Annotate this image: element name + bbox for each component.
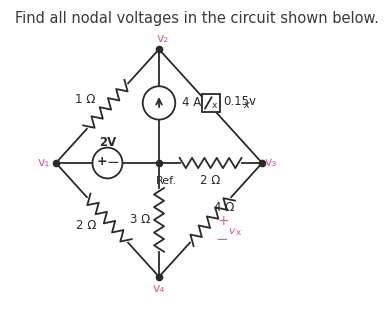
Text: v: v: [228, 226, 234, 236]
Text: +: +: [218, 215, 230, 229]
Text: x: x: [212, 101, 217, 110]
Text: v₂: v₂: [156, 33, 169, 46]
Text: 4 Ω: 4 Ω: [214, 200, 235, 214]
Text: 1 Ω: 1 Ω: [75, 93, 96, 106]
Text: −: −: [107, 155, 120, 170]
Text: −: −: [215, 232, 228, 247]
Text: 2V: 2V: [99, 136, 116, 149]
FancyBboxPatch shape: [201, 94, 220, 112]
Text: 2 Ω: 2 Ω: [76, 219, 97, 232]
Text: +: +: [97, 155, 107, 168]
Text: x: x: [235, 228, 240, 237]
Text: Find all nodal voltages in the circuit shown below.: Find all nodal voltages in the circuit s…: [15, 11, 379, 26]
Text: 2 Ω: 2 Ω: [200, 174, 221, 187]
Text: v₁: v₁: [38, 156, 50, 170]
Text: 3 Ω: 3 Ω: [129, 214, 150, 226]
Text: Ref.: Ref.: [156, 176, 178, 185]
Text: v₄: v₄: [153, 282, 165, 295]
Text: 0.15v: 0.15v: [223, 95, 256, 108]
Text: v₃: v₃: [265, 156, 277, 170]
Text: 4 A: 4 A: [183, 96, 202, 110]
Text: x: x: [243, 99, 249, 110]
